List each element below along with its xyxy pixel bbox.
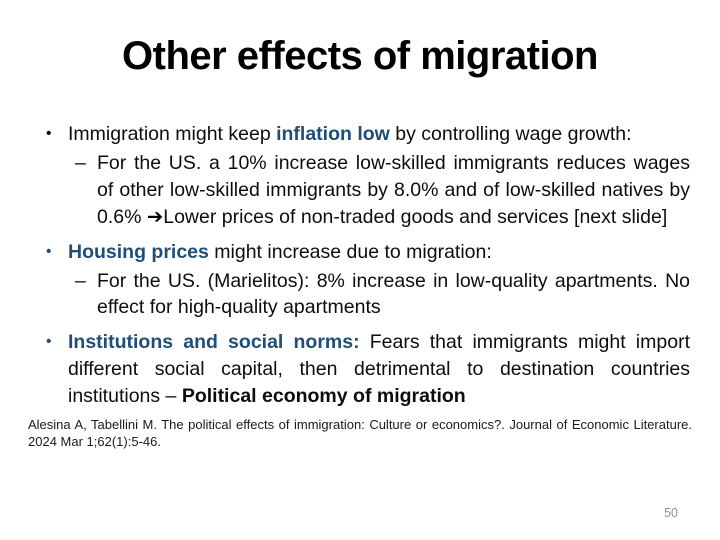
- bullet-list: • Immigration might keep inflation low b…: [40, 121, 690, 410]
- text-segment: might increase due to migration:: [208, 240, 492, 263]
- text-segment: For the US. (Marielitos): 8% increase in…: [97, 269, 690, 319]
- slide-body: • Immigration might keep inflation low b…: [28, 121, 692, 451]
- sub-bullet-item: – For the US. a 10% increase low-skilled…: [40, 150, 690, 231]
- text-segment: Housing prices: [68, 240, 209, 263]
- text-segment: Institutions and social norms:: [68, 331, 360, 354]
- slide-title: Other effects of migration: [122, 34, 598, 78]
- text-segment: Political economy of migration: [181, 385, 466, 408]
- citation: Alesina A, Tabellini M. The political ef…: [28, 417, 692, 449]
- sub-bullet-item: – For the US. (Marielitos): 8% increase …: [40, 268, 690, 322]
- text-segment: inflation low: [276, 123, 390, 145]
- text-segment: by controlling wage growth:: [389, 123, 632, 145]
- bullet-icon: •: [46, 242, 52, 260]
- text-segment: Fears that immigrants might import diffe…: [68, 331, 690, 408]
- text-segment: For the US. a 10% increase low-skilled i…: [97, 151, 690, 228]
- page-number: 50: [664, 506, 678, 520]
- dash-icon: –: [75, 151, 86, 174]
- bullet-icon: •: [46, 333, 52, 351]
- bullet-icon: •: [46, 125, 52, 142]
- text-segment: Immigration might keep: [68, 123, 277, 145]
- arrow-right-icon: ➔: [146, 204, 164, 228]
- text-segment: Lower prices of non-traded goods and ser…: [163, 205, 668, 228]
- bullet-item: • Housing prices might increase due to m…: [40, 239, 690, 266]
- dash-icon: –: [75, 269, 86, 292]
- bullet-item: • Institutions and social norms: Fears t…: [40, 329, 690, 410]
- bullet-item: • Immigration might keep inflation low b…: [40, 121, 690, 148]
